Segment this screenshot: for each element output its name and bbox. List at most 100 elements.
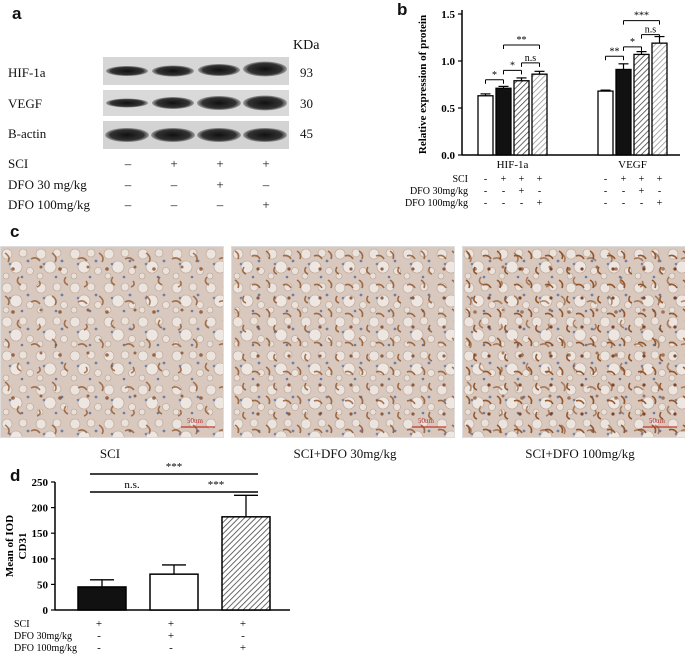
histology-image-dfo30: 50um [231, 246, 455, 438]
condition-mark: + [501, 174, 507, 185]
western-blot-image [103, 57, 289, 149]
band-hif-3 [198, 64, 240, 76]
caption-sci: SCI [99, 446, 121, 461]
condition-mark: + [657, 198, 663, 209]
caption-dfo30: SCI+DFO 30mg/kg [293, 446, 397, 461]
condition-label: SCI [452, 174, 468, 185]
chart-b: 0.0 0.5 1.0 1.5 Relative expression of prote… [405, 9, 680, 209]
condition-mark: - [604, 186, 607, 197]
bar [615, 68, 632, 156]
bar [531, 73, 548, 156]
condition-mark: - [484, 174, 487, 185]
scale-bar-label-3: 50um [649, 417, 665, 425]
wb-kda-hif: 93 [300, 65, 313, 80]
band-bactin-1 [105, 128, 149, 142]
group-label: HIF-1a [497, 159, 529, 171]
condition-mark: - [640, 198, 643, 209]
bar [149, 573, 199, 611]
y-axis-label: Mean of IOD [4, 515, 16, 577]
wb-mark: – [216, 197, 224, 212]
significance-label: *** [634, 11, 649, 22]
wb-kda-bactin: 45 [300, 126, 313, 141]
significance-label: n.s [525, 53, 537, 64]
wb-mark: – [124, 177, 132, 192]
band-hif-2 [152, 65, 194, 77]
bar [495, 87, 512, 156]
wb-mark: + [170, 156, 178, 171]
panel-a-letter: a [12, 4, 22, 23]
condition-mark: + [240, 618, 246, 630]
condition-label: DFO 100mg/kg [405, 198, 468, 209]
wb-mark: + [262, 156, 270, 171]
condition-mark: - [484, 186, 487, 197]
condition-mark: - [520, 198, 523, 209]
bar [651, 42, 668, 156]
condition-mark: - [604, 174, 607, 185]
wb-cond-dfo100: DFO 100mg/kg [8, 197, 90, 212]
condition-mark: + [168, 618, 174, 630]
significance-label: n.s. [124, 479, 140, 491]
caption-dfo100: SCI+DFO 100mg/kg [525, 446, 635, 461]
significance-label: *** [166, 462, 183, 473]
y-tick-label: 0 [43, 605, 49, 617]
bar [221, 516, 271, 611]
significance-label: * [630, 37, 635, 48]
chart-d: 0 50 100 150 200 250 Mean of IOD CD31 n.s. *** ***… [4, 462, 290, 654]
wb-mark: + [216, 177, 224, 192]
condition-label: SCI [14, 619, 30, 630]
condition-mark: - [622, 198, 625, 209]
bar [513, 80, 530, 156]
bar [597, 90, 614, 156]
band-bactin-4 [243, 128, 287, 142]
condition-label: DFO 100mg/kg [14, 643, 77, 654]
condition-mark: - [658, 186, 661, 197]
condition-mark: - [97, 642, 101, 654]
condition-mark: + [657, 174, 663, 185]
y-tick-label: 200 [32, 503, 49, 515]
condition-mark: - [622, 186, 625, 197]
bar [633, 53, 650, 156]
panel-b-letter: b [397, 0, 408, 19]
wb-label-vegf: VEGF [8, 96, 42, 111]
panel-c-letter: c [10, 222, 20, 241]
condition-mark: + [537, 198, 543, 209]
condition-mark: - [502, 186, 505, 197]
band-vegf-3 [197, 96, 241, 110]
band-vegf-2 [152, 97, 194, 109]
histology-image-dfo100: 50um [462, 246, 685, 438]
condition-mark: - [502, 198, 505, 209]
wb-label-bactin: B-actin [8, 126, 47, 141]
condition-mark: + [537, 174, 543, 185]
band-hif-1 [106, 66, 148, 76]
significance-label: * [492, 70, 497, 81]
significance-label: ** [610, 46, 620, 57]
y-axis-label: Relative expression of protein [417, 15, 429, 154]
kda-header: KDa [293, 38, 320, 53]
significance-label: * [510, 60, 515, 71]
y-axis-label: CD31 [17, 533, 29, 560]
condition-mark: - [97, 630, 101, 642]
wb-mark: – [124, 197, 132, 212]
condition-mark: - [241, 630, 245, 642]
wb-cond-dfo30: DFO 30 mg/kg [8, 177, 87, 192]
wb-mark: – [170, 177, 178, 192]
condition-mark: - [484, 198, 487, 209]
condition-label: DFO 30mg/kg [14, 631, 72, 642]
scale-bar-label-1: 50um [187, 417, 203, 425]
condition-mark: + [168, 630, 174, 642]
band-vegf-4 [243, 95, 287, 111]
wb-mark: – [170, 197, 178, 212]
panel-d-letter: d [10, 466, 21, 485]
significance-label: ** [517, 35, 527, 46]
y-tick-label: 1.5 [441, 9, 455, 21]
condition-mark: + [96, 618, 102, 630]
band-bactin-3 [197, 128, 241, 142]
wb-mark: + [216, 156, 224, 171]
scale-bar-label-2: 50um [418, 417, 434, 425]
band-bactin-2 [151, 128, 195, 142]
wb-mark: – [124, 156, 132, 171]
condition-label: DFO 30mg/kg [410, 186, 468, 197]
wb-cond-sci: SCI [8, 156, 29, 171]
condition-mark: - [538, 186, 541, 197]
wb-kda-vegf: 30 [300, 96, 313, 111]
